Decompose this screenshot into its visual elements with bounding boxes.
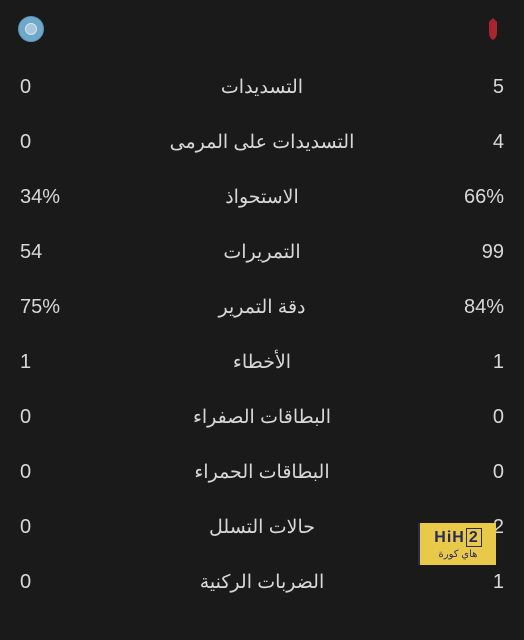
stat-row: 0 التسديدات 5 <box>20 60 504 115</box>
stat-right-value: 0 <box>424 461 504 484</box>
stat-row: 34% الاستحواذ 66% <box>20 170 504 225</box>
teams-header <box>0 0 524 48</box>
stat-label: الضربات الركنية <box>100 571 424 594</box>
watermark-line1: HiH2 <box>434 529 481 547</box>
stat-left-value: 0 <box>20 76 100 99</box>
stat-row: 0 التسديدات على المرمى 4 <box>20 115 504 170</box>
watermark-text: HiH <box>434 529 465 546</box>
stat-right-value: 5 <box>424 76 504 99</box>
stat-row: 75% دقة التمرير 84% <box>20 280 504 335</box>
stat-left-value: 34% <box>20 186 100 209</box>
stat-right-value: 1 <box>424 351 504 374</box>
stat-row: 1 الأخطاء 1 <box>20 335 504 390</box>
stat-right-value: 66% <box>424 186 504 209</box>
stat-left-value: 0 <box>20 406 100 429</box>
stat-left-value: 0 <box>20 571 100 594</box>
liverpool-icon <box>482 16 504 42</box>
stat-row: 0 البطاقات الصفراء 0 <box>20 390 504 445</box>
stat-label: حالات التسلل <box>100 516 424 539</box>
stat-right-value: 1 <box>424 571 504 594</box>
stat-left-value: 75% <box>20 296 100 319</box>
stat-right-value: 0 <box>424 406 504 429</box>
team-logo-left <box>18 16 44 42</box>
stat-label: التسديدات <box>100 76 424 99</box>
stat-label: دقة التمرير <box>100 296 424 319</box>
stat-left-value: 54 <box>20 241 100 264</box>
stat-row: 0 البطاقات الحمراء 0 <box>20 445 504 500</box>
stat-label: البطاقات الصفراء <box>100 406 424 429</box>
watermark-line2: هاي كورة <box>439 549 478 560</box>
stat-label: التمريرات <box>100 241 424 264</box>
stat-label: الاستحواذ <box>100 186 424 209</box>
stat-right-value: 99 <box>424 241 504 264</box>
stat-label: التسديدات على المرمى <box>100 131 424 154</box>
stat-left-value: 0 <box>20 516 100 539</box>
team-logo-right <box>480 16 506 42</box>
watermark-badge: HiH2 هاي كورة <box>418 523 496 565</box>
stat-left-value: 0 <box>20 131 100 154</box>
stat-label: الأخطاء <box>100 351 424 374</box>
stat-left-value: 0 <box>20 461 100 484</box>
stat-label: البطاقات الحمراء <box>100 461 424 484</box>
stat-right-value: 4 <box>424 131 504 154</box>
stat-row: 54 التمريرات 99 <box>20 225 504 280</box>
watermark-boxed: 2 <box>466 528 482 547</box>
stat-left-value: 1 <box>20 351 100 374</box>
stat-right-value: 84% <box>424 296 504 319</box>
